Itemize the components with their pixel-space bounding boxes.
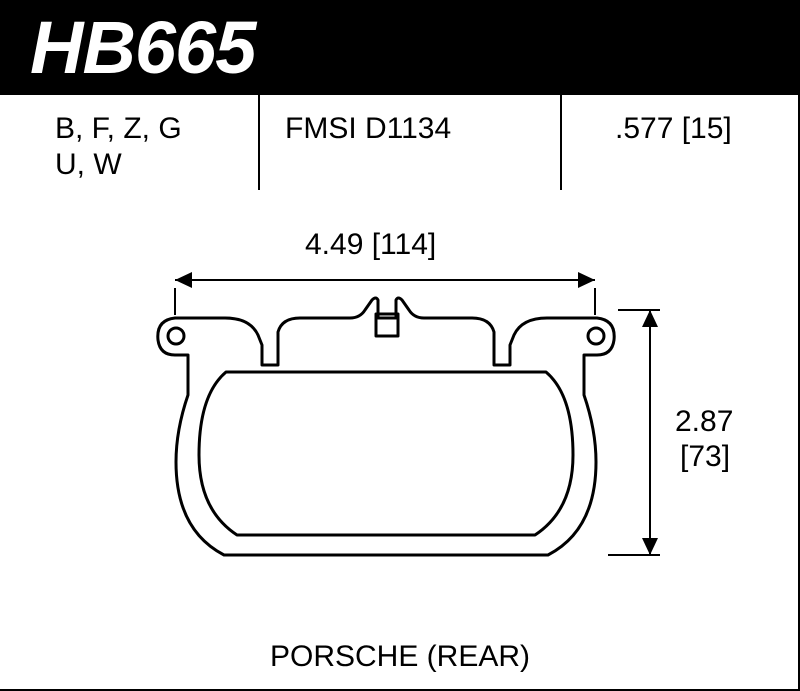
fmsi-code: FMSI D1134 — [285, 112, 451, 146]
height-dimension-mm: [73] — [680, 440, 730, 474]
column-separator-1 — [258, 95, 260, 190]
column-separator-2 — [560, 95, 562, 190]
brake-pad-diagram — [0, 0, 800, 691]
compound-codes-line1: B, F, Z, G — [55, 112, 182, 146]
part-number: HB665 — [30, 5, 255, 90]
application-caption: PORSCHE (REAR) — [0, 640, 800, 674]
height-dimension-inches: 2.87 — [675, 405, 733, 439]
thickness-value: .577 [15] — [615, 112, 732, 146]
width-dimension-label: 4.49 [114] — [305, 228, 436, 262]
compound-codes-line2: U, W — [55, 148, 122, 182]
